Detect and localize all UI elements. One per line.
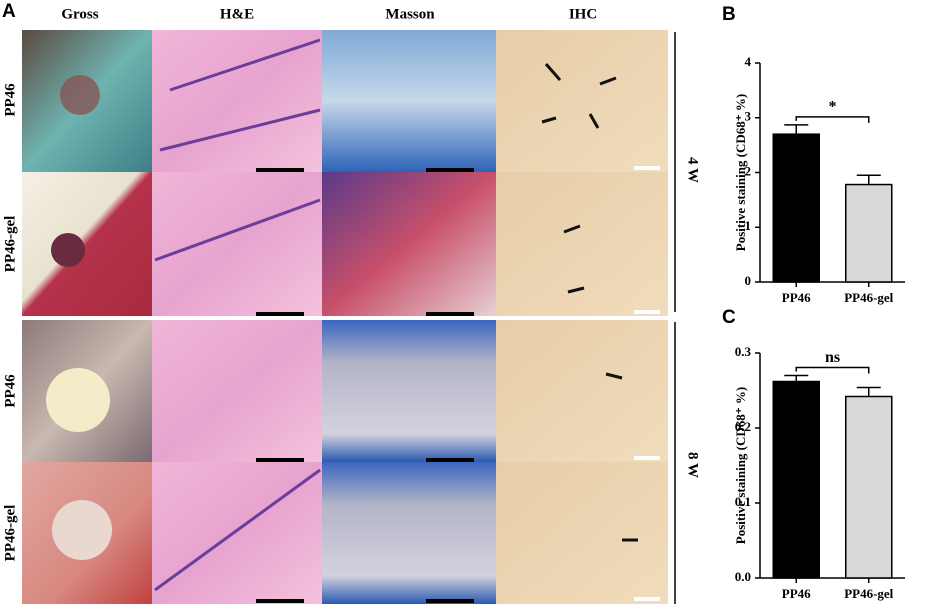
- y-tick-label: 0.1: [735, 494, 751, 509]
- bar: [772, 133, 820, 283]
- panel-label: C: [722, 307, 736, 328]
- column-header: Gross: [61, 6, 98, 22]
- column-header: IHC: [569, 6, 597, 22]
- significance-label: *: [829, 99, 837, 116]
- y-tick-label: 0: [745, 273, 752, 288]
- y-axis-label: Positive staining (CD68⁺ %): [733, 94, 748, 251]
- micrographs: [22, 30, 676, 604]
- row-label: PP46-gel: [2, 216, 18, 273]
- row-label: PP46-gel: [2, 505, 18, 562]
- bar: [845, 395, 893, 579]
- y-axis-label: Positive staining (CD68⁺ %): [733, 387, 748, 544]
- y-tick-label: 0.0: [735, 569, 751, 584]
- y-tick-label: 2: [745, 163, 752, 178]
- x-tick-label: PP46-gel: [844, 290, 893, 305]
- y-tick-label: 0.2: [735, 419, 751, 434]
- panel-label: A: [2, 1, 16, 22]
- error-bar: [856, 174, 881, 185]
- significance-bracket: [795, 116, 870, 123]
- y-tick-label: 4: [745, 54, 752, 69]
- y-tick-label: 3: [745, 109, 752, 124]
- column-header: Masson: [385, 6, 435, 22]
- x-tick-label: PP46: [782, 586, 811, 601]
- error-bar: [856, 386, 881, 397]
- significance-bracket: [795, 366, 870, 374]
- bar: [845, 183, 893, 283]
- y-tick-label: 1: [745, 218, 752, 233]
- x-tick-label: PP46: [782, 290, 811, 305]
- significance-label: ns: [825, 349, 840, 366]
- y-tick-label: 0.3: [735, 344, 752, 359]
- row-label: PP46: [2, 83, 18, 117]
- error-bar: [784, 374, 809, 382]
- row-label: PP46: [2, 374, 18, 408]
- time-label: 4 W: [685, 157, 701, 183]
- column-header: H&E: [220, 6, 254, 22]
- time-label: 8 W: [685, 452, 701, 478]
- bar: [772, 380, 820, 579]
- error-bar: [784, 124, 809, 135]
- x-tick-label: PP46-gel: [844, 586, 893, 601]
- panel-label: B: [722, 4, 736, 25]
